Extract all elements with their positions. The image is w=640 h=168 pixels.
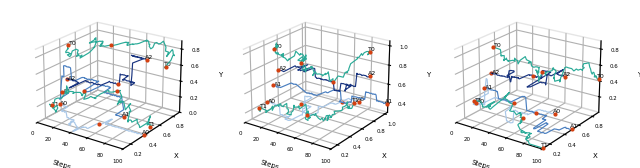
X-axis label: Steps: Steps: [52, 159, 72, 168]
Y-axis label: X: X: [173, 153, 179, 159]
X-axis label: Steps: Steps: [260, 159, 280, 168]
Y-axis label: X: X: [381, 153, 387, 159]
X-axis label: Steps: Steps: [471, 159, 491, 168]
Y-axis label: X: X: [593, 153, 598, 159]
